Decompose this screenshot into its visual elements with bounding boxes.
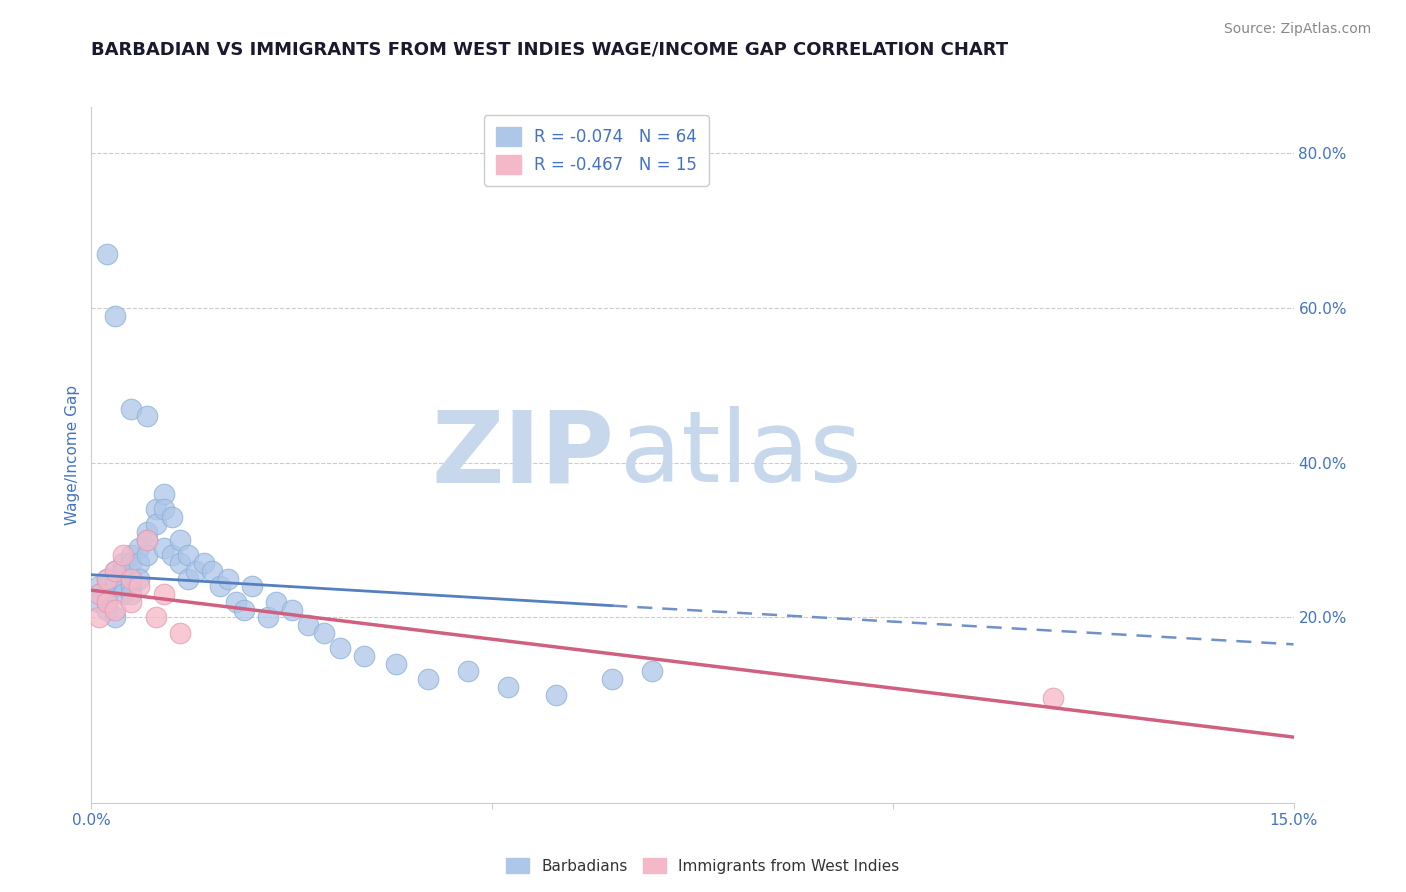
Point [169,556,191,570]
Point [104,564,127,578]
Point [128,541,150,555]
Point [385,657,408,671]
Point [1042,691,1064,706]
Point [496,680,519,694]
Point [240,579,263,593]
Point [546,688,568,702]
Point [457,665,479,679]
Point [152,502,174,516]
Point [89,587,111,601]
Legend: R = -0.074   N = 64, R = -0.467   N = 15: R = -0.074 N = 64, R = -0.467 N = 15 [484,115,709,186]
Point [96,572,118,586]
Point [297,618,319,632]
Point [208,579,231,593]
Point [353,648,375,663]
Point [602,672,624,686]
Point [121,572,143,586]
Point [96,595,118,609]
Point [329,641,352,656]
Y-axis label: Wage/Income Gap: Wage/Income Gap [65,384,80,525]
Point [104,572,127,586]
Point [225,595,247,609]
Point [145,610,167,624]
Point [217,572,239,586]
Point [128,579,150,593]
Point [193,556,215,570]
Point [128,556,150,570]
Point [121,587,143,601]
Point [121,572,143,586]
Point [89,587,111,601]
Point [104,610,127,624]
Point [112,564,135,578]
Point [104,602,127,616]
Point [152,587,174,601]
Point [112,556,135,570]
Point [121,595,143,609]
Point [136,533,159,547]
Point [96,595,118,609]
Point [89,579,111,593]
Point [176,549,198,563]
Point [121,579,143,593]
Point [104,309,127,323]
Point [416,672,439,686]
Point [121,549,143,563]
Text: Source: ZipAtlas.com: Source: ZipAtlas.com [1223,22,1371,37]
Point [121,556,143,570]
Point [176,572,198,586]
Point [136,525,159,540]
Point [136,409,159,424]
Point [136,549,159,563]
Point [128,572,150,586]
Point [312,625,335,640]
Point [96,579,118,593]
Point [160,549,183,563]
Point [96,602,118,616]
Point [96,572,118,586]
Point [112,549,135,563]
Point [232,602,254,616]
Point [184,564,207,578]
Point [641,665,664,679]
Point [256,610,278,624]
Text: atlas: atlas [620,407,862,503]
Point [264,595,287,609]
Point [152,486,174,500]
Point [136,533,159,547]
Point [145,517,167,532]
Point [89,610,111,624]
Point [121,401,143,416]
Point [152,541,174,555]
Point [145,502,167,516]
Legend: Barbadians, Immigrants from West Indies: Barbadians, Immigrants from West Indies [501,852,905,880]
Point [104,564,127,578]
Point [112,587,135,601]
Point [112,579,135,593]
Point [201,564,224,578]
Point [160,509,183,524]
Point [169,533,191,547]
Point [89,595,111,609]
Point [169,625,191,640]
Point [281,602,304,616]
Text: BARBADIAN VS IMMIGRANTS FROM WEST INDIES WAGE/INCOME GAP CORRELATION CHART: BARBADIAN VS IMMIGRANTS FROM WEST INDIES… [91,40,1008,58]
Text: ZIP: ZIP [432,407,614,503]
Point [96,587,118,601]
Point [96,247,118,261]
Point [104,579,127,593]
